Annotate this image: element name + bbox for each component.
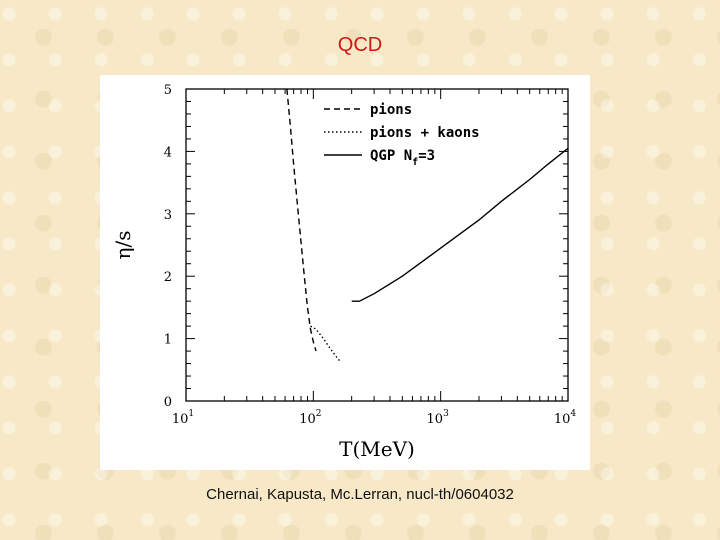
y-tick-label: 2: [164, 270, 172, 285]
y-tick-labels: 0 1 2 3 4 5: [164, 83, 172, 410]
axis-ticks: [185, 88, 569, 402]
x-tick-label: 102: [299, 409, 321, 427]
y-tick-label: 4: [164, 145, 172, 160]
y-tick-label: 3: [164, 208, 172, 223]
legend-pions-label: pions: [370, 102, 412, 118]
x-tick-labels: 101 102 103 104: [172, 409, 577, 427]
x-tick-exponent: 2: [316, 409, 322, 419]
x-tick-label: 101: [172, 409, 194, 427]
series-line-qgp-nf-3: [351, 147, 569, 302]
legend-qgp-label: QGP Nf=3: [370, 148, 435, 168]
x-tick-label: 103: [427, 409, 450, 427]
y-tick-label: 1: [164, 333, 172, 348]
x-tick-base: 10: [554, 412, 571, 427]
x-tick-base: 10: [299, 412, 316, 427]
x-tick-exponent: 3: [443, 409, 449, 419]
x-tick-exponent: 4: [570, 409, 576, 419]
plot-frame: [185, 88, 569, 402]
x-tick-base: 10: [427, 412, 444, 427]
series-line-pions-kaons: [310, 325, 342, 363]
x-axis-title: T(MeV): [339, 437, 415, 461]
legend-qgp-suffix: =3: [418, 148, 435, 164]
x-tick-exponent: 1: [188, 409, 194, 419]
slide-title: QCD: [337, 34, 383, 56]
series-line-pions: [286, 88, 317, 352]
legend-pions-kaons-label: pions + kaons: [370, 125, 480, 141]
citation-caption: Chernai, Kapusta, Mc.Lerran, nucl-th/060…: [206, 486, 514, 503]
legend: pions pions + kaons QGP Nf=3: [324, 102, 480, 168]
series-group: [286, 88, 569, 363]
y-axis-title: η/s: [111, 231, 135, 260]
legend-qgp-text: QGP N: [370, 148, 412, 164]
y-tick-label: 0: [164, 395, 172, 410]
y-tick-label: 5: [164, 83, 172, 98]
legend-qgp-subscript: f: [412, 157, 418, 168]
x-tick-label: 104: [554, 409, 577, 427]
x-tick-base: 10: [172, 412, 189, 427]
